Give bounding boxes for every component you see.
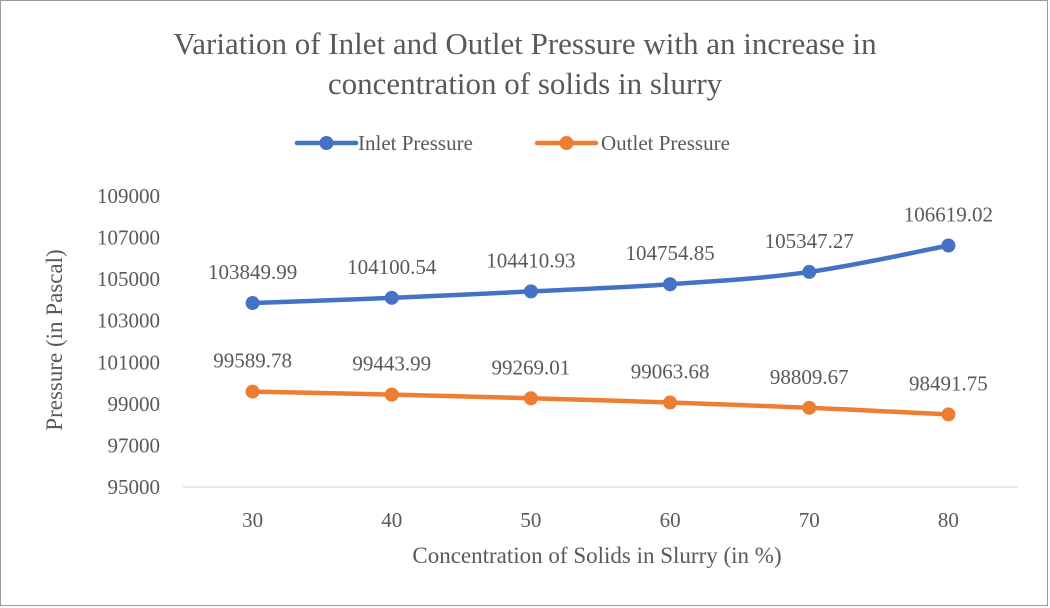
data-label: 98809.67 (770, 365, 849, 389)
data-label: 99063.68 (631, 360, 710, 384)
data-point (663, 277, 678, 292)
y-tick-label: 107000 (97, 226, 160, 250)
data-point (663, 395, 678, 410)
y-tick-label: 105000 (97, 267, 160, 291)
y-axis-title: Pressure (in Pascal) (42, 249, 67, 430)
x-tick-label: 80 (938, 508, 959, 532)
y-tick-label: 101000 (97, 350, 160, 374)
y-tick-label: 109000 (97, 184, 160, 208)
legend-label-0: Inlet Pressure (358, 131, 473, 155)
data-point (523, 391, 538, 406)
data-point (802, 264, 817, 279)
legend-marker-1 (559, 136, 574, 150)
x-tick-label: 60 (660, 508, 681, 532)
series-line-0 (250, 243, 951, 306)
data-label: 105347.27 (765, 229, 854, 253)
data-label: 104754.85 (625, 241, 714, 265)
data-label: 104100.54 (347, 255, 437, 279)
chart-title: Variation of Inlet and Outlet Pressure w… (0, 24, 1050, 104)
series-line-1 (250, 389, 951, 417)
data-label: 99443.99 (352, 352, 431, 376)
data-label: 99269.01 (492, 355, 571, 379)
x-tick-label: 70 (799, 508, 820, 532)
data-label: 103849.99 (208, 260, 297, 284)
data-label: 99589.78 (213, 349, 292, 373)
x-axis-title: Concentration of Solids in Slurry (in %) (412, 543, 781, 568)
data-label: 104410.93 (486, 248, 575, 272)
data-point (384, 290, 399, 305)
y-tick-label: 95000 (108, 475, 161, 499)
chart-title-line-2: concentration of solids in slurry (327, 66, 723, 101)
data-point (523, 284, 538, 299)
x-tick-label: 30 (242, 508, 263, 532)
data-point (245, 296, 260, 311)
data-point (245, 384, 260, 399)
y-tick-label: 99000 (108, 392, 161, 416)
data-point (941, 238, 956, 253)
data-point (802, 400, 817, 415)
x-tick-label: 50 (520, 508, 541, 532)
data-label: 106619.02 (904, 202, 993, 226)
y-tick-label: 97000 (108, 433, 161, 457)
chart-title-line-1: Variation of Inlet and Outlet Pressure w… (173, 26, 877, 61)
x-tick-label: 40 (381, 508, 402, 532)
legend-marker-0 (319, 136, 334, 150)
y-tick-label: 103000 (97, 309, 160, 333)
data-label: 98491.75 (909, 371, 988, 395)
data-point (384, 387, 399, 402)
data-point (941, 407, 956, 422)
legend-label-1: Outlet Pressure (601, 131, 730, 155)
